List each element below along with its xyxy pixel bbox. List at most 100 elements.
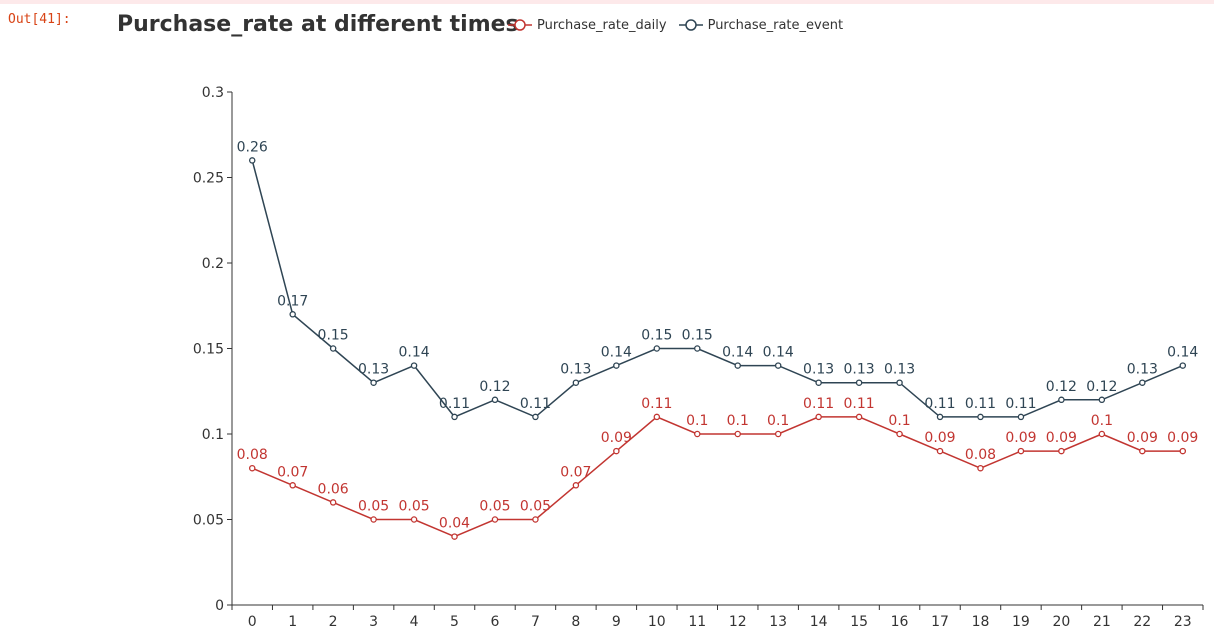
data-point[interactable]: [815, 379, 822, 386]
data-label: 0.09: [1046, 430, 1077, 446]
data-point[interactable]: [451, 533, 458, 540]
x-tick-label: 23: [1174, 614, 1192, 630]
x-tick-label: 2: [329, 614, 338, 630]
data-point[interactable]: [491, 396, 499, 404]
x-tick-label: 1: [288, 614, 297, 630]
data-point[interactable]: [370, 379, 377, 386]
legend-label-event: Purchase_rate_event: [707, 17, 844, 33]
data-point[interactable]: [855, 413, 863, 421]
data-label: 0.15: [318, 328, 349, 344]
data-point[interactable]: [936, 413, 944, 421]
data-point[interactable]: [289, 482, 296, 489]
data-point[interactable]: [896, 379, 903, 386]
data-label: 0.05: [479, 499, 510, 515]
data-point[interactable]: [289, 311, 296, 318]
x-tick-label: 22: [1133, 614, 1151, 630]
data-point[interactable]: [1017, 413, 1025, 421]
data-point[interactable]: [410, 362, 418, 369]
data-label: 0.26: [237, 139, 268, 155]
data-point[interactable]: [774, 430, 782, 438]
chart-legend: Purchase_rate_daily Purchase_rate_event: [508, 16, 855, 34]
cell-top-highlight: [0, 0, 1214, 4]
y-tick-label: 0.15: [193, 342, 224, 358]
data-label: 0.13: [803, 362, 834, 378]
data-label: 0.1: [1091, 413, 1113, 429]
data-label: 0.08: [965, 447, 996, 463]
data-point[interactable]: [694, 430, 701, 438]
data-point[interactable]: [1058, 396, 1065, 404]
data-point[interactable]: [572, 482, 580, 489]
data-label: 0.11: [520, 396, 551, 412]
x-tick-label: 3: [369, 614, 378, 630]
data-point[interactable]: [815, 413, 822, 421]
data-point[interactable]: [532, 516, 539, 523]
x-tick-label: 16: [891, 614, 909, 630]
data-label: 0.1: [686, 413, 708, 429]
data-label: 0.1: [767, 413, 789, 429]
data-point[interactable]: [734, 362, 741, 369]
x-tick-label: 11: [688, 614, 706, 630]
legend-item-event[interactable]: Purchase_rate_event: [678, 17, 844, 33]
data-label: 0.09: [1005, 430, 1036, 446]
data-point[interactable]: [329, 499, 337, 506]
data-label: 0.13: [1127, 362, 1158, 378]
data-label: 0.09: [924, 430, 955, 446]
data-point[interactable]: [1058, 447, 1065, 455]
data-point[interactable]: [491, 516, 499, 523]
data-label: 0.14: [763, 345, 794, 361]
data-point[interactable]: [1139, 379, 1146, 386]
data-label: 0.14: [722, 345, 753, 361]
data-point[interactable]: [1098, 430, 1106, 438]
data-point[interactable]: [613, 447, 620, 455]
data-point[interactable]: [572, 379, 580, 386]
series-line-1: [251, 160, 1184, 418]
x-tick-label: 18: [972, 614, 990, 630]
data-label: 0.11: [844, 396, 875, 412]
data-label: 0.13: [560, 362, 591, 378]
data-point[interactable]: [653, 413, 661, 421]
y-tick-label: 0.1: [202, 427, 224, 443]
data-label: 0.07: [277, 464, 308, 480]
data-label: 0.07: [560, 464, 591, 480]
data-point[interactable]: [1179, 447, 1187, 455]
data-label: 0.11: [439, 396, 470, 412]
data-label: 0.09: [1127, 430, 1158, 446]
legend-item-daily[interactable]: Purchase_rate_daily: [508, 18, 667, 33]
data-point[interactable]: [613, 362, 620, 369]
data-point[interactable]: [977, 464, 984, 472]
data-label: 0.12: [1086, 379, 1117, 395]
data-label: 0.05: [398, 499, 429, 515]
data-point[interactable]: [694, 345, 701, 352]
data-label: 0.08: [237, 447, 268, 463]
data-point[interactable]: [936, 447, 944, 455]
data-point[interactable]: [451, 413, 458, 421]
data-point[interactable]: [774, 362, 782, 369]
data-point[interactable]: [977, 413, 984, 421]
data-point[interactable]: [896, 430, 903, 438]
x-tick-label: 14: [810, 614, 828, 630]
data-label: 0.11: [924, 396, 955, 412]
data-point[interactable]: [855, 379, 863, 386]
data-point[interactable]: [653, 345, 661, 352]
data-point[interactable]: [248, 464, 256, 472]
data-label: 0.13: [358, 362, 389, 378]
x-tick-label: 8: [571, 614, 580, 630]
x-tick-label: 19: [1012, 614, 1030, 630]
data-point[interactable]: [1179, 362, 1187, 369]
data-label: 0.06: [318, 481, 349, 497]
y-tick-label: 0.25: [193, 171, 224, 187]
data-point[interactable]: [1139, 447, 1146, 455]
data-point[interactable]: [1098, 396, 1106, 404]
data-label: 0.13: [844, 362, 875, 378]
data-label: 0.05: [358, 499, 389, 515]
data-point[interactable]: [370, 516, 377, 523]
data-point[interactable]: [248, 157, 256, 164]
output-prompt: Out[41]:: [8, 12, 71, 27]
data-point[interactable]: [532, 413, 539, 421]
data-point[interactable]: [1017, 447, 1025, 455]
data-point[interactable]: [734, 430, 741, 438]
data-point[interactable]: [410, 516, 418, 523]
data-label: 0.1: [727, 413, 749, 429]
data-point[interactable]: [329, 345, 337, 352]
legend-line-circle-icon: [678, 19, 703, 31]
